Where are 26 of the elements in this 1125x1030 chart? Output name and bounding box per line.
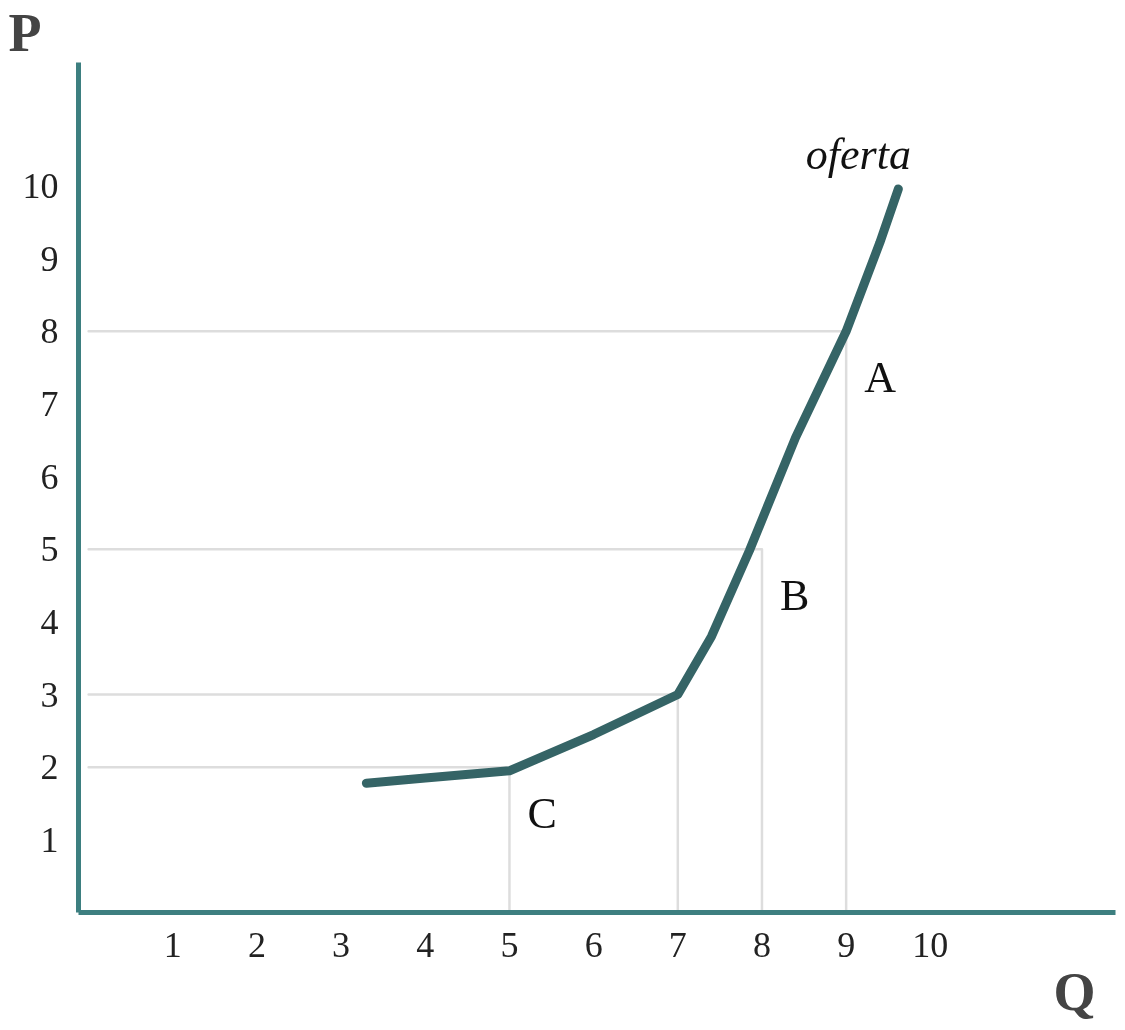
x-tick-label: 5 [500, 924, 519, 965]
x-tick-label: 2 [247, 924, 266, 965]
x-axis-title: Q [1053, 961, 1096, 1022]
y-tick-label: 9 [40, 238, 59, 279]
x-tick-label: 1 [163, 924, 182, 965]
x-tick-label: 3 [332, 924, 351, 965]
y-tick-label: 10 [22, 166, 59, 206]
x-tick-label: 4 [416, 924, 435, 965]
y-tick-label: 3 [40, 674, 59, 715]
annotation: A [864, 353, 897, 403]
x-tick-label: 8 [752, 924, 771, 965]
y-tick-label: 4 [40, 601, 59, 642]
y-tick-label: 7 [40, 383, 59, 424]
annotation: B [779, 571, 810, 621]
y-tick-label: 5 [40, 529, 59, 570]
x-tick-label: 10 [912, 924, 949, 965]
y-tick-label: 1 [40, 819, 59, 860]
y-tick-label: 8 [40, 311, 59, 352]
x-tick-label: 7 [668, 924, 687, 965]
annotation: C [527, 789, 557, 839]
y-tick-label: 6 [40, 456, 59, 497]
x-tick-label: 9 [837, 924, 856, 965]
y-tick-label: 2 [40, 747, 59, 788]
series-label: oferta [805, 129, 911, 179]
x-tick-label: 6 [584, 924, 603, 965]
y-axis-title: P [8, 2, 42, 63]
